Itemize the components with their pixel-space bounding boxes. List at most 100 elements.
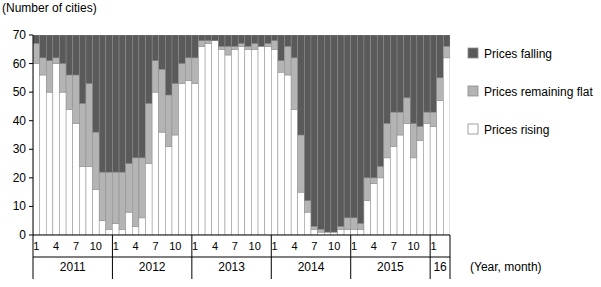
bar-segment: [384, 124, 391, 158]
bar-segment: [245, 49, 252, 235]
bar-segment: [232, 49, 239, 235]
bar-segment: [146, 164, 153, 235]
bar-segment: [152, 92, 159, 235]
legend: Prices fallingPrices remaining flatPrice…: [468, 47, 593, 137]
x-tick-label: 4: [291, 240, 297, 252]
bar-segment: [318, 229, 325, 232]
bar-segment: [351, 35, 358, 218]
bar-segment: [384, 35, 391, 124]
bar-segment: [119, 229, 126, 235]
bar-segment: [311, 226, 318, 229]
bar-segment: [146, 35, 153, 104]
bar-segment: [232, 35, 239, 46]
bar-segment: [139, 35, 146, 158]
x-tick-label: 7: [391, 240, 397, 252]
y-tick: [29, 206, 33, 207]
y-tick: [29, 149, 33, 150]
bar-segment: [46, 61, 53, 92]
bar-segment: [298, 192, 305, 235]
bar-segment: [172, 84, 179, 135]
bar-segment: [40, 58, 47, 75]
bar-segment: [112, 35, 119, 172]
bar-segment: [185, 81, 192, 235]
bar-segment: [251, 35, 258, 44]
bar-segment: [417, 35, 424, 126]
bar-segment: [397, 35, 404, 112]
bar-segment: [437, 78, 444, 101]
bar-segment: [285, 75, 292, 235]
bar-segment: [278, 72, 285, 235]
bar-segment: [119, 172, 126, 229]
bar-segment: [364, 178, 371, 201]
bar-segment: [410, 124, 417, 158]
bar-segment: [159, 69, 166, 132]
bar-segment: [410, 35, 417, 124]
bar-segment: [33, 64, 40, 235]
bar-segment: [99, 172, 106, 221]
bar-segment: [245, 46, 252, 49]
bar-segment: [364, 201, 371, 235]
bar-segment: [351, 218, 358, 229]
x-tick-label: 10: [407, 240, 419, 252]
bar-segment: [218, 46, 225, 49]
bar-segment: [238, 35, 245, 44]
bar-segment: [112, 172, 119, 223]
bar-segment: [112, 224, 119, 235]
bar-segment: [437, 101, 444, 235]
bar-segment: [225, 46, 232, 55]
bar-segment: [99, 35, 106, 172]
bar-segment: [371, 184, 378, 235]
legend-swatch: [468, 86, 478, 96]
x-tick-label: 4: [371, 240, 377, 252]
bar-segment: [159, 35, 166, 69]
bar-segment: [298, 35, 305, 135]
bar-segment: [218, 35, 225, 46]
bar-segment: [311, 35, 318, 226]
bar-segment: [251, 44, 258, 50]
bar-segment: [291, 109, 298, 235]
bar-segment: [324, 35, 331, 232]
bar-segment: [53, 58, 60, 64]
bar-segment: [192, 84, 199, 235]
x-tick-label: 4: [212, 240, 218, 252]
x-group-label: 2013: [218, 260, 245, 274]
bar-segment: [79, 35, 86, 104]
y-tick-label: 40: [13, 114, 27, 128]
bar-segment: [152, 61, 159, 92]
group-divider: [33, 257, 450, 258]
bar-segment: [119, 35, 126, 172]
bar-segment: [99, 221, 106, 235]
bar-segment: [179, 35, 186, 64]
y-tick-label: 70: [13, 28, 27, 42]
legend-label: Prices rising: [484, 123, 549, 137]
bar-segment: [344, 35, 351, 218]
x-group-label: 2011: [60, 260, 86, 274]
x-group-label: 2012: [139, 260, 166, 274]
bar-segment: [351, 229, 358, 235]
bar-segment: [198, 35, 205, 41]
bar-segment: [265, 35, 272, 44]
bar-segment: [40, 75, 47, 235]
bar-segment: [106, 229, 113, 235]
chart: 010203040506070(Number of cities)1471014…: [0, 0, 601, 287]
y-axis: [33, 35, 34, 235]
bar-segment: [304, 201, 311, 212]
bar-segment: [66, 35, 73, 75]
bar-segment: [344, 218, 351, 229]
x-group-label: 2015: [377, 260, 404, 274]
bar-segment: [79, 104, 86, 167]
bar-segment: [172, 35, 179, 84]
bar-segment: [73, 35, 80, 75]
bar-segment: [33, 35, 40, 44]
legend-swatch: [468, 48, 478, 58]
x-tick-label: 10: [90, 240, 102, 252]
bar-segment: [165, 95, 172, 146]
bar-segment: [86, 166, 93, 235]
bar-segment: [404, 124, 411, 235]
bar-segment: [59, 64, 66, 93]
y-tick: [29, 35, 33, 36]
bar-segment: [390, 146, 397, 235]
x-tick-label: 4: [53, 240, 59, 252]
bar-segment: [424, 35, 431, 112]
bar-segment: [179, 84, 186, 235]
